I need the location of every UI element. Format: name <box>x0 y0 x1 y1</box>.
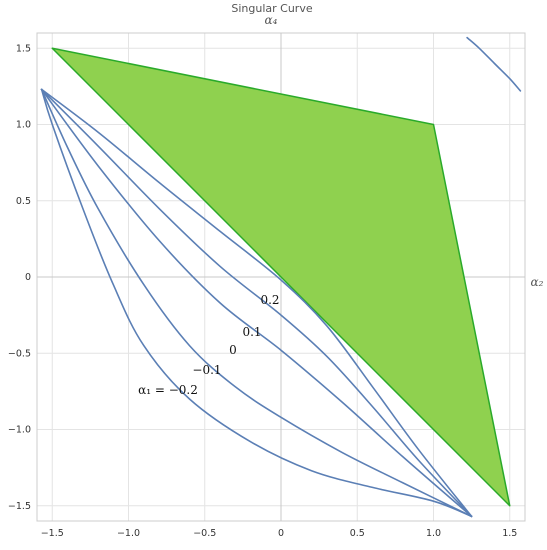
x-axis-label: α₂ <box>531 275 544 289</box>
x-tick-label: 0 <box>278 528 284 539</box>
curve <box>40 88 473 518</box>
curve <box>40 88 473 518</box>
curve-label: α₁ = −0.2 <box>138 383 198 397</box>
x-tick-label: −1.0 <box>117 528 140 539</box>
curve <box>40 88 473 518</box>
curve <box>466 36 522 92</box>
curve-label: 0.2 <box>260 293 279 307</box>
x-tick-label: −0.5 <box>193 528 216 539</box>
y-tick-label: 1.5 <box>16 43 31 54</box>
x-tick-label: 0.5 <box>350 528 365 539</box>
y-tick-label: −0.5 <box>8 348 31 359</box>
x-tick-labels: −1.5 −1.0 −0.5 0 0.5 1.0 1.5 <box>41 528 518 539</box>
x-tick-label: −1.5 <box>41 528 64 539</box>
y-tick-label: −1.0 <box>8 425 31 436</box>
y-tick-label: 0 <box>25 272 31 283</box>
curve-labels: 0.2 0.1 0 −0.1 α₁ = −0.2 <box>138 293 279 397</box>
chart-title: Singular Curve <box>231 2 312 15</box>
y-axis-label: α₄ <box>265 13 278 27</box>
x-tick-label: 1.0 <box>426 528 441 539</box>
y-tick-labels: 1.5 1.0 0.5 0 −0.5 −1.0 −1.5 <box>8 43 31 512</box>
y-tick-label: 1.0 <box>16 120 31 131</box>
curve-label: 0.1 <box>242 325 261 339</box>
y-tick-label: 0.5 <box>16 196 31 207</box>
curve <box>40 88 473 518</box>
x-tick-label: 1.5 <box>502 528 517 539</box>
curve-label: −0.1 <box>192 363 221 377</box>
region <box>51 47 511 507</box>
curve <box>40 88 473 518</box>
y-tick-label: −1.5 <box>8 501 31 512</box>
shaded-region <box>51 47 511 507</box>
curves <box>40 36 522 518</box>
curve-label: 0 <box>229 343 237 357</box>
